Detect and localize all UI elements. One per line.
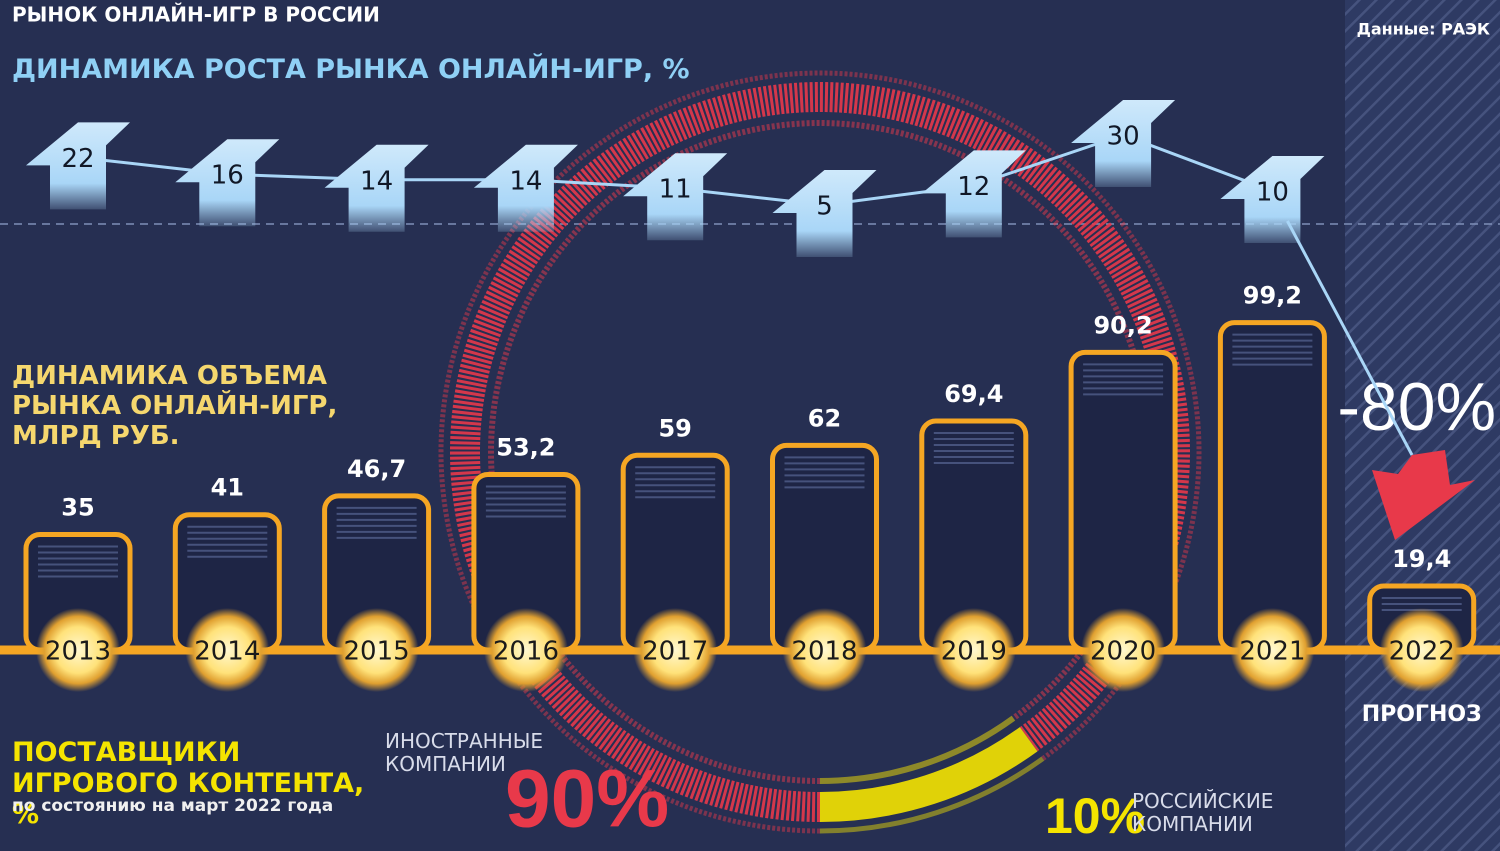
bar-value-label: 35 — [61, 494, 94, 522]
growth-line: 22 16 14 14 11 5 12 30 10 — [26, 100, 1414, 456]
pie-slice-ring — [819, 756, 1045, 834]
x-tick-label: 2022 — [1389, 637, 1455, 667]
x-tick-label: 2014 — [194, 637, 260, 667]
x-tick-label: 2013 — [45, 637, 111, 667]
pie-category-label: РОССИЙСКИЕ КОМПАНИИ — [1132, 789, 1274, 836]
growth-arrow — [921, 150, 1026, 238]
growth-value-label: 5 — [816, 192, 833, 222]
x-tick-label: 2020 — [1090, 637, 1156, 667]
source: Данные: РАЭК — [1357, 20, 1490, 39]
growth-arrow — [1071, 100, 1176, 187]
year-glow — [782, 608, 867, 692]
bar-value-label: 90,2 — [1093, 311, 1152, 339]
trend-continuation — [1286, 220, 1414, 456]
change-annotation: -80% — [1337, 369, 1496, 445]
bars: 35 2013 41 2014 46,7 2015 53,2 2016 59 2017 62 2018… — [0, 282, 1500, 727]
growth-value-label: 10 — [1256, 178, 1289, 208]
growth-arrow — [772, 170, 877, 257]
forecast-area — [1345, 0, 1500, 851]
pie-category-label: ИНОСТРАННЫЕ КОМПАНИИ — [385, 729, 544, 776]
year-glow — [36, 608, 120, 692]
growth-value-label: 14 — [360, 166, 393, 196]
year-glow — [334, 608, 419, 692]
page-title: РЫНОК ОНЛАЙН-ИГР В РОССИИ — [12, 3, 380, 27]
bar-value-label: 99,2 — [1243, 282, 1302, 310]
x-tick-label: 2017 — [642, 637, 708, 667]
growth-value-label: 12 — [957, 172, 990, 202]
growth-arrow — [1220, 156, 1325, 243]
growth-value-label: 14 — [509, 166, 542, 196]
bar — [1217, 320, 1327, 653]
growth-arrow — [26, 122, 130, 210]
forecast-label: ПРОГНОЗ — [1362, 702, 1482, 727]
year-glow — [185, 608, 270, 692]
pie-slice-ring — [819, 715, 1016, 784]
pie-value-label: 10% — [1045, 788, 1145, 844]
bar-value-label: 41 — [211, 474, 244, 502]
bar-value-label: 59 — [658, 414, 691, 442]
growth-value-label: 11 — [659, 175, 692, 205]
growth-arrow — [175, 139, 280, 227]
growth-arrow — [473, 144, 578, 232]
bar-value-label: 19,4 — [1392, 545, 1451, 573]
pie-subtitle: по состоянию на март 2022 года — [12, 796, 334, 816]
down-arrow — [1372, 450, 1475, 540]
x-tick-label: 2021 — [1239, 637, 1305, 667]
bar — [1068, 349, 1178, 653]
bar-title: ДИНАМИКА ОБЪЕМА РЫНКА ОНЛАЙН-ИГР, МЛРД Р… — [12, 361, 338, 451]
x-tick-label: 2015 — [344, 637, 410, 667]
bar-value-label: 62 — [808, 404, 841, 432]
year-glow — [483, 608, 568, 692]
pie-title: ПОСТАВЩИКИ ИГРОВОГО КОНТЕНТА, % — [12, 737, 365, 831]
x-tick-label: 2018 — [791, 637, 857, 667]
year-glow — [1081, 608, 1166, 692]
growth-arrow — [623, 153, 728, 241]
year-glow — [1230, 608, 1315, 692]
pie-value-label: 90% — [505, 754, 669, 845]
growth-value-label: 30 — [1107, 122, 1140, 152]
line-title: ДИНАМИКА РОСТА РЫНКА ОНЛАЙН-ИГР, % — [12, 54, 690, 85]
year-glow — [633, 608, 718, 692]
growth-value-label: 22 — [61, 144, 94, 174]
x-tick-label: 2019 — [941, 637, 1007, 667]
pie-slice — [819, 727, 1038, 822]
x-tick-label: 2016 — [493, 637, 559, 667]
bar-value-label: 69,4 — [944, 380, 1003, 408]
year-glow — [931, 608, 1016, 692]
bar-value-label: 46,7 — [347, 455, 406, 483]
growth-arrow — [324, 144, 429, 232]
year-glow — [1379, 608, 1464, 692]
bar-value-label: 53,2 — [496, 433, 555, 461]
growth-value-label: 16 — [211, 161, 244, 191]
